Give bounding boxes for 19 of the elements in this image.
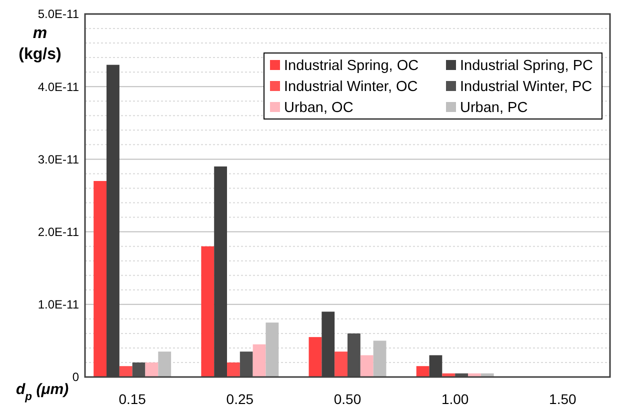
y-tick-label: 0 bbox=[72, 370, 80, 384]
x-axis-title: d$_{p}$ (μm) bbox=[16, 381, 69, 403]
y-axis-title: m (kg/s) bbox=[18, 25, 62, 63]
legend-label: Industrial Spring, PC bbox=[460, 58, 593, 74]
legend-label: Urban, PC bbox=[460, 100, 528, 116]
y-tick-label: 1.0E-11 bbox=[38, 298, 80, 312]
x-tick-label: 1.00 bbox=[441, 391, 469, 407]
legend-label: Urban, OC bbox=[284, 100, 354, 116]
legend-label: Industrial Spring, OC bbox=[284, 58, 419, 74]
legend-label: Industrial Winter, PC bbox=[460, 79, 592, 96]
x-tick-label: 0.50 bbox=[334, 391, 362, 407]
x-tick-label: 0.25 bbox=[226, 391, 254, 407]
y-tick-label: 3.0E-11 bbox=[38, 152, 80, 166]
y-tick-label: 5.0E-11 bbox=[38, 7, 80, 22]
legend-label: Industrial Winter, OC bbox=[284, 79, 418, 96]
x-tick-label: 0.15 bbox=[118, 391, 146, 407]
y-tick-label: 4.0E-11 bbox=[38, 80, 80, 94]
y-tick-label: 2.0E-11 bbox=[38, 225, 80, 239]
x-tick-label: 1.50 bbox=[549, 391, 576, 407]
